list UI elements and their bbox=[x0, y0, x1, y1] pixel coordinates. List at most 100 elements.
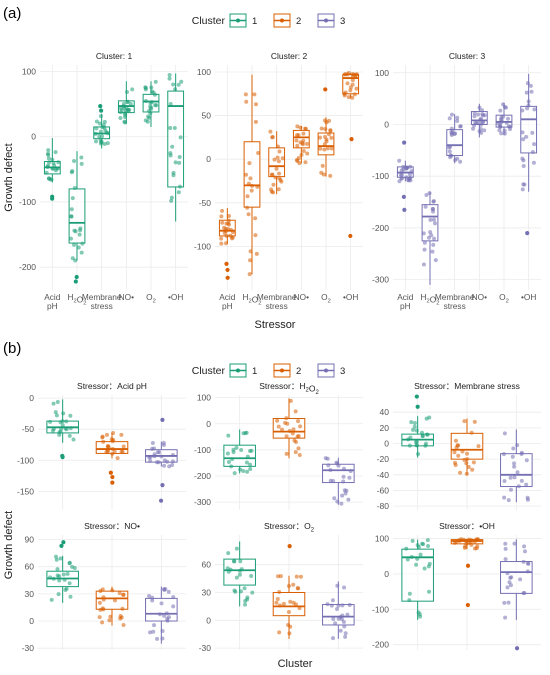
data-point bbox=[447, 145, 452, 150]
data-point bbox=[432, 221, 437, 226]
data-point bbox=[414, 440, 419, 445]
data-point bbox=[98, 607, 103, 612]
data-point bbox=[410, 538, 415, 543]
data-point bbox=[409, 420, 414, 425]
data-point bbox=[342, 93, 347, 98]
data-point bbox=[253, 102, 258, 107]
outlier-point bbox=[60, 453, 65, 459]
data-point bbox=[101, 122, 106, 127]
data-point bbox=[449, 153, 454, 158]
data-point bbox=[72, 566, 77, 571]
data-point bbox=[474, 546, 479, 551]
data-point bbox=[57, 432, 62, 437]
data-point bbox=[424, 432, 429, 437]
y-tick-label: -300 bbox=[372, 275, 389, 285]
data-point bbox=[46, 163, 51, 168]
data-point bbox=[412, 420, 417, 425]
data-point bbox=[449, 112, 454, 117]
y-tick-label: 90 bbox=[25, 535, 35, 545]
x-tick-label: Membrane bbox=[82, 292, 122, 302]
data-point bbox=[287, 428, 292, 433]
data-point bbox=[433, 258, 438, 263]
data-point bbox=[295, 143, 300, 148]
data-point bbox=[341, 466, 346, 471]
data-point bbox=[504, 105, 509, 110]
data-point bbox=[476, 112, 481, 117]
data-point bbox=[248, 467, 253, 472]
data-point bbox=[125, 89, 130, 94]
data-point bbox=[228, 233, 233, 238]
data-point bbox=[326, 463, 331, 468]
data-point bbox=[408, 164, 413, 169]
data-point bbox=[72, 159, 77, 164]
data-point bbox=[320, 163, 325, 168]
data-point bbox=[226, 214, 231, 219]
legend-key-dot bbox=[280, 368, 284, 373]
outlier-point bbox=[402, 207, 407, 212]
data-point bbox=[422, 247, 427, 252]
legend-panel-b bbox=[229, 363, 335, 378]
data-point bbox=[271, 182, 276, 187]
data-point bbox=[79, 155, 84, 160]
box-h2o2 bbox=[243, 74, 261, 277]
data-point bbox=[421, 262, 426, 267]
data-point bbox=[63, 588, 68, 593]
data-point bbox=[458, 124, 463, 129]
data-point bbox=[304, 141, 309, 146]
data-point bbox=[299, 152, 304, 157]
data-point bbox=[284, 416, 289, 421]
data-point bbox=[524, 90, 529, 95]
data-point bbox=[167, 72, 172, 77]
data-point bbox=[296, 419, 301, 424]
data-point bbox=[531, 160, 536, 165]
data-point bbox=[348, 88, 353, 93]
facet-title: Stressor：O2 bbox=[264, 521, 314, 533]
data-point bbox=[414, 428, 419, 433]
data-point bbox=[145, 119, 150, 124]
data-point bbox=[348, 469, 353, 474]
data-point bbox=[322, 147, 327, 152]
data-point bbox=[48, 575, 53, 580]
y-tick-label: 0 bbox=[29, 616, 34, 626]
box-3 bbox=[322, 456, 355, 506]
box-1 bbox=[223, 429, 256, 476]
data-point bbox=[105, 141, 110, 146]
box-3 bbox=[145, 586, 178, 644]
facet-title: Stressor：Acid pH bbox=[77, 381, 147, 391]
data-point bbox=[293, 602, 298, 607]
data-point bbox=[252, 92, 257, 97]
data-point bbox=[406, 178, 411, 183]
data-point bbox=[328, 173, 333, 178]
facet-title: Stressor：Membrane stress bbox=[414, 381, 520, 391]
data-point bbox=[270, 134, 275, 139]
data-point bbox=[245, 194, 250, 199]
data-point bbox=[70, 196, 75, 201]
data-point bbox=[479, 116, 484, 121]
legend-key-dot bbox=[324, 18, 328, 23]
y-tick-label: 100 bbox=[375, 534, 389, 544]
data-point bbox=[502, 128, 507, 133]
data-point bbox=[68, 413, 73, 418]
data-point bbox=[243, 602, 248, 607]
data-point bbox=[338, 628, 343, 633]
data-point bbox=[68, 426, 73, 431]
data-point bbox=[515, 443, 520, 448]
data-point bbox=[520, 108, 525, 113]
data-point bbox=[397, 179, 402, 184]
data-point bbox=[232, 588, 237, 593]
data-point bbox=[329, 146, 334, 151]
data-point bbox=[447, 149, 452, 154]
outlier-point bbox=[465, 602, 470, 608]
data-point bbox=[268, 129, 273, 134]
data-point bbox=[160, 629, 165, 634]
data-point bbox=[461, 537, 466, 542]
data-point bbox=[328, 468, 333, 473]
facet-title: Cluster: 3 bbox=[449, 51, 486, 61]
data-point bbox=[170, 462, 175, 467]
x-tick-label: Membrane bbox=[435, 292, 475, 302]
data-point bbox=[472, 419, 477, 424]
y-tick-label: -30 bbox=[199, 643, 212, 653]
legend-label: 3 bbox=[340, 16, 345, 27]
data-point bbox=[249, 188, 254, 193]
data-point bbox=[409, 169, 414, 174]
